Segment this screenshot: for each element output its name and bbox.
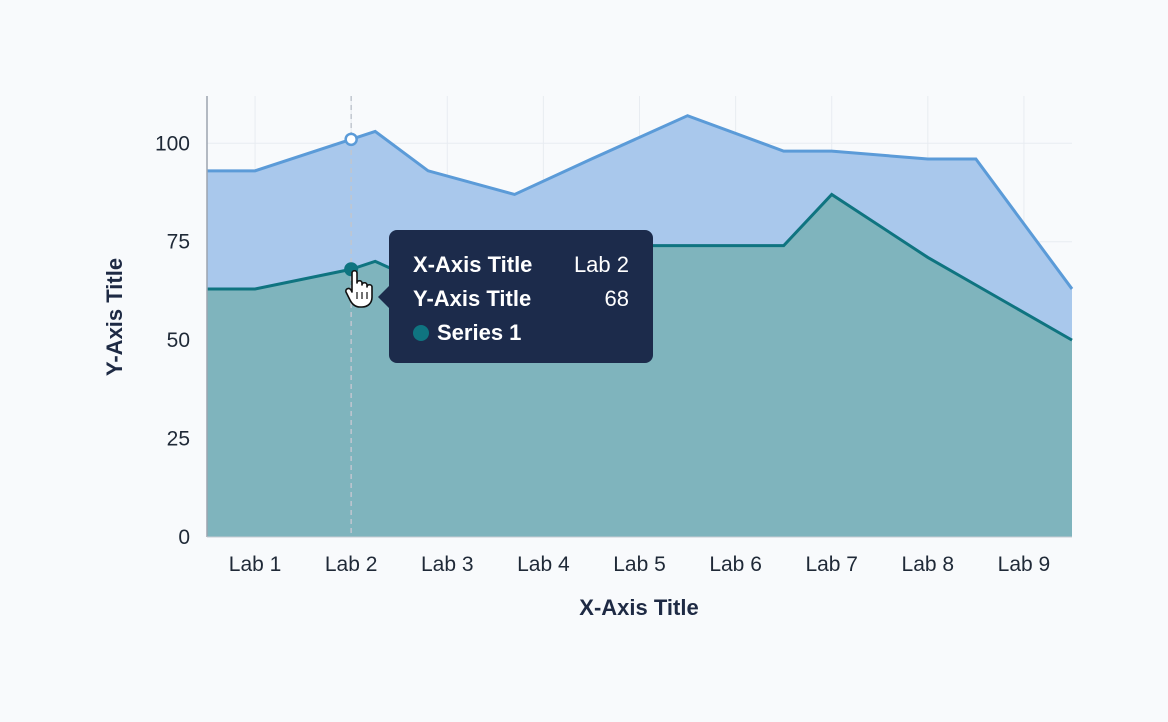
y-tick-label: 25 [167, 428, 190, 451]
pointer-cursor-icon [345, 269, 373, 308]
tooltip-series: Series 1 [413, 320, 521, 346]
tooltip: X-Axis Title Lab 2 Y-Axis Title 68 Serie… [378, 230, 653, 363]
x-tick-label: Lab 5 [613, 553, 666, 576]
tooltip-series-row: Series 1 [413, 316, 629, 350]
tooltip-x-row: X-Axis Title Lab 2 [413, 248, 629, 282]
x-tick-label: Lab 2 [325, 553, 378, 576]
y-tick-label: 100 [155, 132, 190, 155]
y-axis-title: Y-Axis Title [102, 258, 127, 376]
series-area [207, 194, 1072, 537]
tooltip-series-name: Series 1 [437, 320, 522, 345]
y-tick-label: 75 [167, 231, 190, 254]
x-tick-label: Lab 7 [805, 553, 858, 576]
tooltip-y-key: Y-Axis Title [413, 286, 532, 311]
x-tick-label: Lab 9 [998, 553, 1051, 576]
tick-labels: 0 25 50 75 100 Lab 1 Lab 2 Lab 3 Lab 4 Lab 5 Lab 6… [155, 132, 1050, 576]
x-tick-label: Lab 8 [902, 553, 955, 576]
series-dot-icon [413, 325, 429, 341]
x-tick-label: Lab 1 [229, 553, 282, 576]
tooltip-y-value: 68 [604, 286, 629, 311]
y-tick-label: 50 [167, 329, 190, 352]
hover-point-series-2 [344, 132, 358, 147]
x-tick-label: Lab 4 [517, 553, 570, 576]
x-tick-label: Lab 3 [421, 553, 474, 576]
x-axis-title: X-Axis Title [579, 595, 698, 620]
hover-indicator [344, 96, 359, 537]
tooltip-x-value: Lab 2 [573, 252, 629, 277]
y-tick-label: 0 [178, 526, 190, 549]
tooltip-y-row: Y-Axis Title 68 [413, 282, 629, 316]
x-tick-label: Lab 6 [709, 553, 762, 576]
tooltip-x-key: X-Axis Title [413, 252, 533, 277]
axes [206, 96, 1072, 538]
